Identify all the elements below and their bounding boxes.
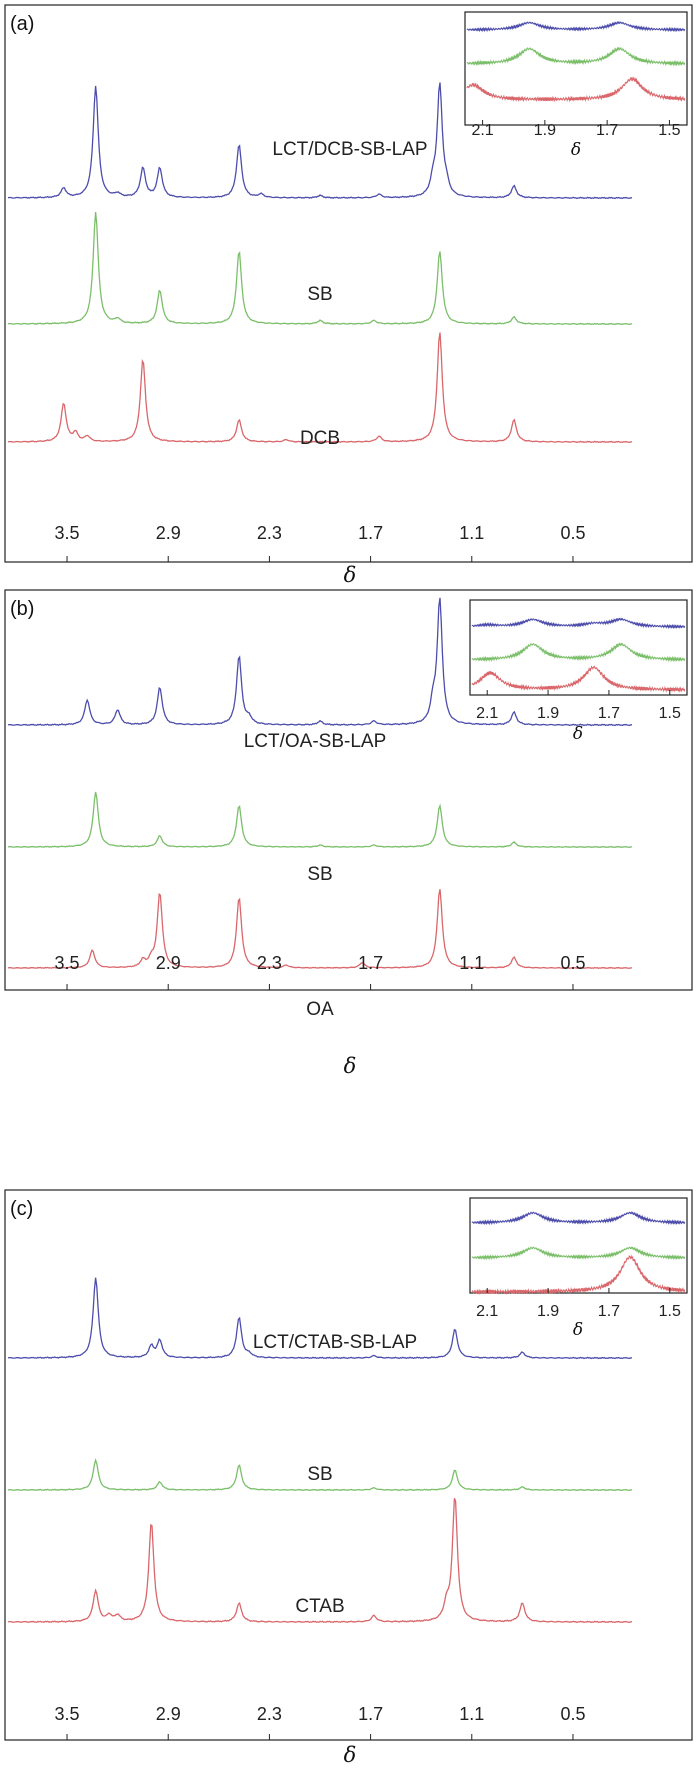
inset-spectrum-b-0 xyxy=(471,617,686,630)
inset-a-axis-title: δ xyxy=(571,140,581,160)
panel-a-label: (a) xyxy=(10,13,34,35)
trace-label-b2: OA xyxy=(306,999,334,1020)
inset-axis-b-tick-label-2: 1.7 xyxy=(598,705,620,722)
spectrum-c-2 xyxy=(7,1498,632,1624)
inset-axis-c-tick-label-0: 2.1 xyxy=(476,1303,498,1320)
inset-spectrum-b-1 xyxy=(471,642,686,663)
spectrum-a-1 xyxy=(7,212,633,326)
x-axis-c-tick-label-2: 2.3 xyxy=(257,1704,282,1724)
panel-b: (b) LCT/OA-SB-LAP SB OA 3.5 2.9 2.3 1.7 1.1 0… xyxy=(4,589,693,1078)
trace-label-b1: SB xyxy=(307,864,332,885)
panel-a-frame xyxy=(4,4,693,563)
spectrum-b-2 xyxy=(7,889,632,970)
spectrum-b-1 xyxy=(7,791,632,849)
spectrum-a-2 xyxy=(7,332,633,444)
trace-label-a1: SB xyxy=(307,284,332,305)
panel-c: (c) LCT/CTAB-SB-LAP SB CTAB 3.5 2.9 2.3 1.7… xyxy=(4,1189,693,1767)
inset-spectrum-a-2 xyxy=(466,76,686,103)
inset-b: 2.1 1.9 1.7 1.5 δ xyxy=(469,599,688,744)
x-axis-a-tick-label-0: 3.5 xyxy=(55,523,80,543)
inset-axis-b-tick-label-0: 2.1 xyxy=(476,705,498,722)
inset-axis-b-tick-label-3: 1.5 xyxy=(659,705,681,722)
inset-c-frame xyxy=(469,1197,688,1294)
x-axis-b-tick-label-4: 1.1 xyxy=(459,953,484,973)
x-axis-title-b: δ xyxy=(344,1054,357,1078)
trace-label-c2: CTAB xyxy=(295,1596,344,1617)
inset-axis-b-tick-label-1: 1.9 xyxy=(537,705,559,722)
x-axis-a-tick-label-5: 0.5 xyxy=(560,523,585,543)
x-axis-a-tick-label-4: 1.1 xyxy=(459,523,484,543)
inset-axis-c-tick-label-2: 1.7 xyxy=(598,1303,620,1320)
x-axis-title-c: δ xyxy=(344,1743,357,1767)
panel-c-frame xyxy=(4,1189,693,1741)
trace-label-c1: SB xyxy=(307,1464,332,1485)
trace-label-a2: DCB xyxy=(300,428,340,449)
inset-spectrum-a-0 xyxy=(466,21,686,33)
panel-c-label: (c) xyxy=(10,1198,33,1220)
trace-label-a0: LCT/DCB-SB-LAP xyxy=(272,139,427,160)
x-axis-c-tick-label-3: 1.7 xyxy=(358,1704,383,1724)
panel-b-frame xyxy=(4,589,693,991)
inset-axis-a-tick-label-0: 2.1 xyxy=(471,122,493,139)
inset-spectrum-b-2 xyxy=(471,665,686,693)
inset-b-axis-title: δ xyxy=(573,724,583,744)
inset-spectrum-a-1 xyxy=(466,46,686,67)
x-axis-c-tick-label-4: 1.1 xyxy=(459,1704,484,1724)
inset-spectrum-c-1 xyxy=(471,1246,686,1261)
x-axis-c-tick-label-5: 0.5 xyxy=(560,1704,585,1724)
panel-a: (a) LCT/DCB-SB-LAP SB DCB 3.5 2.9 2.3 1.7 1.… xyxy=(4,4,693,587)
inset-axis-a-tick-label-2: 1.7 xyxy=(596,122,618,139)
inset-axis-c-tick-label-3: 1.5 xyxy=(659,1303,681,1320)
x-axis-a-tick-label-1: 2.9 xyxy=(156,523,181,543)
trace-label-c0: LCT/CTAB-SB-LAP xyxy=(253,1332,417,1353)
spectrum-b-0 xyxy=(7,597,632,727)
inset-axis-a-tick-label-1: 1.9 xyxy=(534,122,556,139)
inset-c-axis-title: δ xyxy=(573,1320,583,1340)
x-axis-b-tick-label-5: 0.5 xyxy=(560,953,585,973)
x-axis-title-a: δ xyxy=(344,563,357,587)
x-axis-a-tick-label-3: 1.7 xyxy=(358,523,383,543)
inset-spectrum-c-2 xyxy=(471,1254,686,1295)
x-axis-c-tick-label-1: 2.9 xyxy=(156,1704,181,1724)
inset-axis-c-tick-label-1: 1.9 xyxy=(537,1303,559,1320)
panel-b-label: (b) xyxy=(10,598,34,620)
x-axis-b-tick-label-2: 2.3 xyxy=(257,953,282,973)
spectrum-c-1 xyxy=(7,1458,632,1492)
inset-spectrum-c-0 xyxy=(471,1211,686,1226)
spectrum-a-0 xyxy=(7,82,632,200)
inset-c: 2.1 1.9 1.7 1.5 δ xyxy=(469,1197,688,1340)
x-axis-a-tick-label-2: 2.3 xyxy=(257,523,282,543)
inset-axis-a-tick-label-3: 1.5 xyxy=(658,122,680,139)
x-axis-c-tick-label-0: 3.5 xyxy=(55,1704,80,1724)
trace-label-b0: LCT/OA-SB-LAP xyxy=(244,731,387,752)
inset-a: 2.1 1.9 1.7 1.5 δ xyxy=(464,11,688,160)
inset-a-frame xyxy=(464,11,688,126)
spectrum-c-0 xyxy=(7,1277,633,1360)
x-axis-b-tick-label-3: 1.7 xyxy=(358,953,383,973)
x-axis-b-tick-label-1: 2.9 xyxy=(156,953,181,973)
x-axis-b-tick-label-0: 3.5 xyxy=(55,953,80,973)
